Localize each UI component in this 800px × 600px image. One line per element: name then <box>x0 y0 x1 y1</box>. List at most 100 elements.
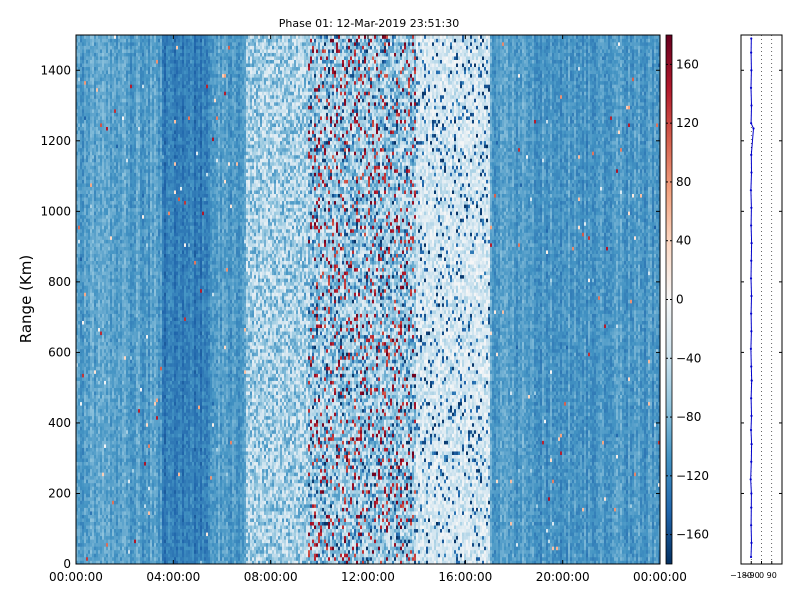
heatmap-cell <box>84 317 86 321</box>
heatmap-cell <box>106 451 108 455</box>
heatmap-cell <box>108 158 110 162</box>
heatmap-cell <box>78 525 80 529</box>
heatmap-cell <box>108 434 110 438</box>
heatmap-cell <box>112 257 114 261</box>
heatmap-cell <box>78 444 80 448</box>
heatmap-cell <box>78 106 80 110</box>
heatmap-cell <box>100 398 102 402</box>
heatmap-cell <box>102 437 104 441</box>
heatmap-cell <box>98 254 100 258</box>
heatmap-cell <box>112 204 114 208</box>
heatmap-cell <box>110 430 112 434</box>
heatmap-cell <box>98 539 100 543</box>
heatmap-cell <box>84 225 86 229</box>
heatmap-cell <box>106 296 108 300</box>
heatmap-cell <box>94 155 96 159</box>
heatmap-cell <box>86 187 88 191</box>
heatmap-cell <box>112 490 114 494</box>
heatmap-cell <box>96 342 98 346</box>
heatmap-cell <box>104 127 106 131</box>
heatmap-cell <box>96 303 98 307</box>
heatmap-cell <box>92 137 94 141</box>
heatmap-cell <box>90 307 92 311</box>
heatmap-cell <box>112 240 114 244</box>
heatmap-cell <box>102 412 104 416</box>
heatmap-cell <box>98 486 100 490</box>
heatmap-cell <box>86 67 88 71</box>
heatmap-cell <box>104 345 106 349</box>
heatmap-cell <box>108 204 110 208</box>
heatmap-cell <box>110 441 112 445</box>
heatmap-cell <box>104 363 106 367</box>
heatmap-cell <box>110 268 112 272</box>
heatmap-cell <box>104 155 106 159</box>
heatmap-cell <box>104 271 106 275</box>
heatmap-cell <box>82 434 84 438</box>
heatmap-cell <box>100 285 102 289</box>
heatmap-cell <box>88 465 90 469</box>
heatmap-cell <box>78 448 80 452</box>
heatmap-cell <box>90 493 92 497</box>
heatmap-cell <box>90 426 92 430</box>
heatmap-cell <box>102 98 104 102</box>
heatmap-cell <box>98 359 100 363</box>
heatmap-cell <box>88 437 90 441</box>
heatmap-cell <box>102 102 104 106</box>
heatmap-cell <box>86 60 88 64</box>
heatmap-cell <box>96 448 98 452</box>
heatmap-cell <box>80 465 82 469</box>
heatmap-cell <box>98 363 100 367</box>
heatmap-cell <box>80 402 82 406</box>
heatmap-cell <box>92 218 94 222</box>
heatmap-cell <box>108 349 110 353</box>
heatmap-cell <box>102 113 104 117</box>
heatmap-cell <box>88 434 90 438</box>
heatmap-cell <box>110 486 112 490</box>
heatmap-cell <box>108 359 110 363</box>
heatmap-cell <box>108 53 110 57</box>
heatmap-cell <box>90 88 92 92</box>
heatmap-cell <box>92 264 94 268</box>
heatmap-cell <box>90 444 92 448</box>
heatmap-cell <box>78 476 80 480</box>
heatmap-cell <box>112 497 114 501</box>
heatmap-cell <box>86 324 88 328</box>
heatmap-cell <box>96 222 98 226</box>
heatmap-cell <box>80 134 82 138</box>
heatmap-cell <box>88 377 90 381</box>
heatmap-cell <box>96 328 98 332</box>
heatmap-cell <box>98 303 100 307</box>
heatmap-cell <box>100 113 102 117</box>
heatmap-cell <box>82 497 84 501</box>
heatmap-cell <box>96 352 98 356</box>
heatmap-cell <box>88 155 90 159</box>
heatmap-cell <box>92 553 94 557</box>
heatmap-cell <box>82 536 84 540</box>
heatmap-cell <box>82 508 84 512</box>
heatmap-cell <box>106 430 108 434</box>
heatmap-cell <box>94 35 96 39</box>
heatmap-cell <box>102 165 104 169</box>
heatmap-cell <box>88 529 90 533</box>
heatmap-cell <box>88 91 90 95</box>
heatmap-cell <box>100 532 102 536</box>
heatmap-cell <box>82 300 84 304</box>
heatmap-cell <box>88 553 90 557</box>
heatmap-cell <box>92 271 94 275</box>
heatmap-cell <box>104 53 106 57</box>
heatmap-cell <box>94 331 96 335</box>
heatmap-cell <box>102 88 104 92</box>
heatmap-cell <box>90 553 92 557</box>
heatmap-cell <box>78 162 80 166</box>
heatmap-cell <box>104 141 106 145</box>
heatmap-cell <box>102 349 104 353</box>
heatmap-cell <box>100 303 102 307</box>
heatmap-cell <box>86 419 88 423</box>
heatmap-cell <box>98 98 100 102</box>
heatmap-cell <box>108 197 110 201</box>
heatmap-cell <box>96 109 98 113</box>
heatmap-cell <box>112 437 114 441</box>
heatmap-cell <box>110 437 112 441</box>
heatmap-cell <box>106 84 108 88</box>
heatmap-cell <box>98 247 100 251</box>
